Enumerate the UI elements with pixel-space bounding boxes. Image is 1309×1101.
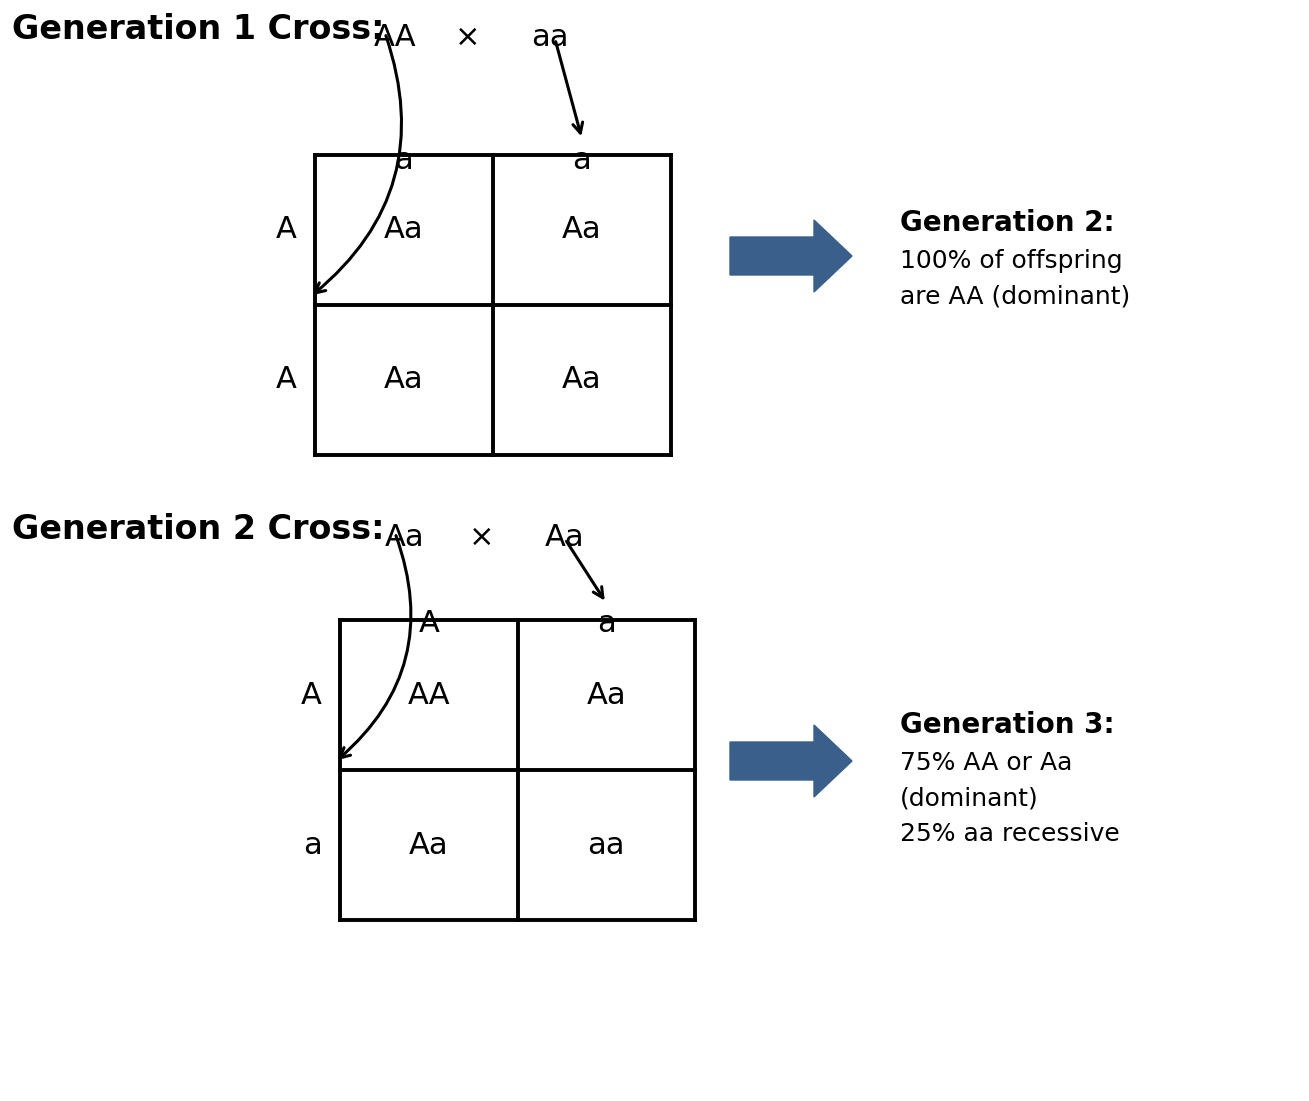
Text: a: a	[304, 830, 322, 860]
Text: Aa: Aa	[408, 830, 449, 860]
Text: Aa: Aa	[562, 216, 602, 244]
Text: A: A	[419, 609, 440, 637]
Text: Generation 1 Cross:: Generation 1 Cross:	[12, 13, 385, 46]
Text: A: A	[276, 216, 297, 244]
Text: Generation 2:: Generation 2:	[901, 209, 1115, 237]
Text: AA: AA	[407, 680, 450, 709]
Text: Aa: Aa	[562, 366, 602, 394]
Text: Aa: Aa	[384, 216, 424, 244]
Text: Aa: Aa	[586, 680, 626, 709]
Text: a: a	[572, 146, 592, 175]
Text: A: A	[301, 680, 322, 709]
Text: A: A	[276, 366, 297, 394]
Text: Generation 3:: Generation 3:	[901, 711, 1115, 739]
Text: 100% of offspring
are AA (dominant): 100% of offspring are AA (dominant)	[901, 249, 1130, 308]
Text: a: a	[597, 609, 615, 637]
FancyArrow shape	[730, 724, 852, 797]
Text: 75% AA or Aa
(dominant)
25% aa recessive: 75% AA or Aa (dominant) 25% aa recessive	[901, 751, 1119, 846]
Text: ×: ×	[469, 523, 495, 552]
Text: AA: AA	[373, 23, 416, 52]
Text: a: a	[394, 146, 414, 175]
Text: aa: aa	[531, 23, 568, 52]
Text: Aa: Aa	[385, 523, 425, 552]
Text: ×: ×	[456, 23, 480, 52]
Text: Aa: Aa	[545, 523, 585, 552]
Text: Generation 2 Cross:: Generation 2 Cross:	[12, 513, 385, 546]
Text: aa: aa	[588, 830, 624, 860]
Text: Aa: Aa	[384, 366, 424, 394]
FancyArrow shape	[730, 220, 852, 292]
